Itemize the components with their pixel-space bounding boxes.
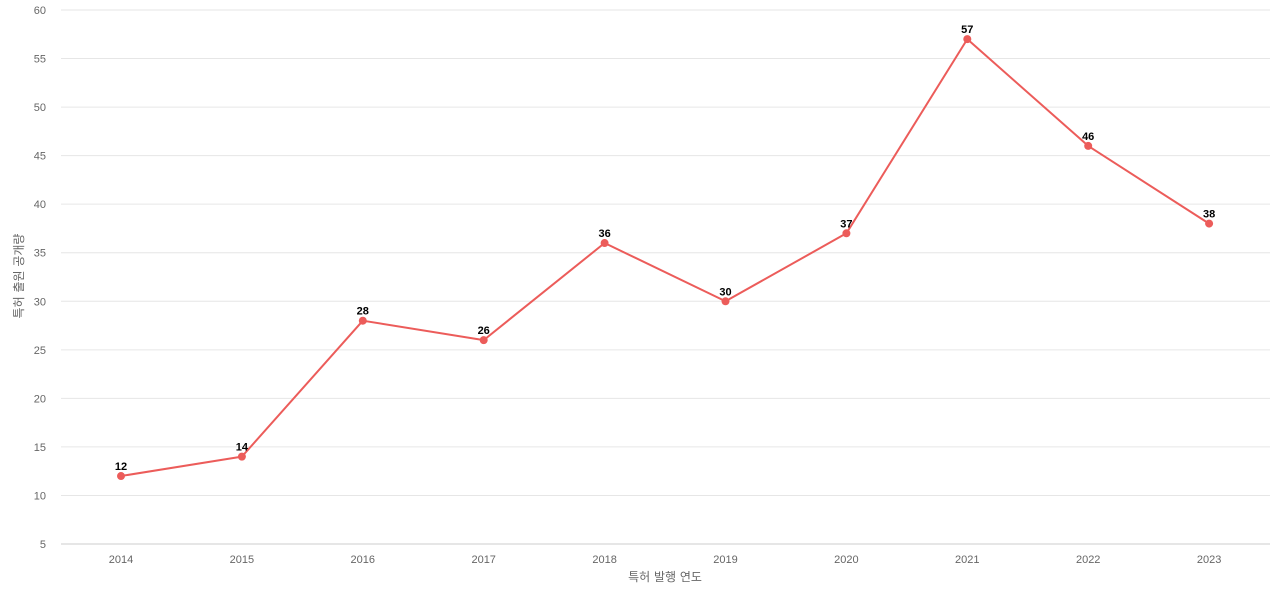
x-tick-label: 2023 <box>1197 554 1221 566</box>
y-tick-label: 50 <box>34 102 46 114</box>
data-label: 46 <box>1082 131 1094 143</box>
data-label: 28 <box>357 306 369 318</box>
data-point <box>1205 219 1214 228</box>
data-label: 36 <box>598 228 610 240</box>
x-tick-label: 2021 <box>955 554 979 566</box>
data-labels: 12 14 28 26 36 30 37 57 46 38 <box>115 24 1215 473</box>
y-tick-label: 55 <box>34 54 46 66</box>
data-label: 38 <box>1203 209 1215 221</box>
x-tick-label: 2014 <box>109 554 133 566</box>
x-axis-title: 특허 발행 연도 <box>628 569 702 584</box>
data-point <box>117 472 125 481</box>
data-point <box>1084 141 1093 150</box>
data-label: 30 <box>719 286 731 298</box>
x-tick-label: 2018 <box>592 554 616 566</box>
y-tick-label: 15 <box>34 442 46 454</box>
y-tick-label: 45 <box>34 151 46 163</box>
x-tick-label: 2019 <box>713 554 737 566</box>
x-tick-label: 2022 <box>1076 554 1100 566</box>
data-point <box>842 229 851 238</box>
y-tick-label: 10 <box>34 490 46 502</box>
y-tick-label: 5 <box>40 539 46 551</box>
y-tick-label: 40 <box>34 199 46 211</box>
data-point <box>600 239 609 248</box>
y-tick-label: 25 <box>34 345 46 357</box>
series-line-group <box>117 35 1214 481</box>
data-label: 12 <box>115 461 127 473</box>
y-axis-title: 특허 출원 공개량 <box>12 234 26 319</box>
x-axis-ticks: 2014 2015 2016 2017 2018 2019 2020 2021 2022 2023 <box>109 554 1222 566</box>
x-tick-label: 2016 <box>351 554 375 566</box>
y-axis-ticks: 5 10 15 20 25 30 35 40 45 50 55 60 <box>34 5 46 551</box>
y-tick-label: 30 <box>34 296 46 308</box>
data-point <box>479 336 488 345</box>
y-tick-label: 20 <box>34 393 46 405</box>
grid-lines <box>61 9 1270 545</box>
x-tick-label: 2020 <box>834 554 858 566</box>
data-label: 14 <box>236 442 249 454</box>
x-tick-label: 2015 <box>230 554 254 566</box>
data-label: 37 <box>840 218 852 230</box>
x-tick-label: 2017 <box>471 554 495 566</box>
data-point <box>963 35 972 44</box>
data-label: 57 <box>961 24 973 36</box>
series-line <box>120 38 1211 478</box>
data-point <box>358 316 367 325</box>
y-tick-label: 35 <box>34 248 46 260</box>
data-point <box>721 297 730 306</box>
data-point <box>237 452 246 461</box>
y-tick-label: 60 <box>34 5 46 17</box>
data-label: 26 <box>478 325 490 337</box>
